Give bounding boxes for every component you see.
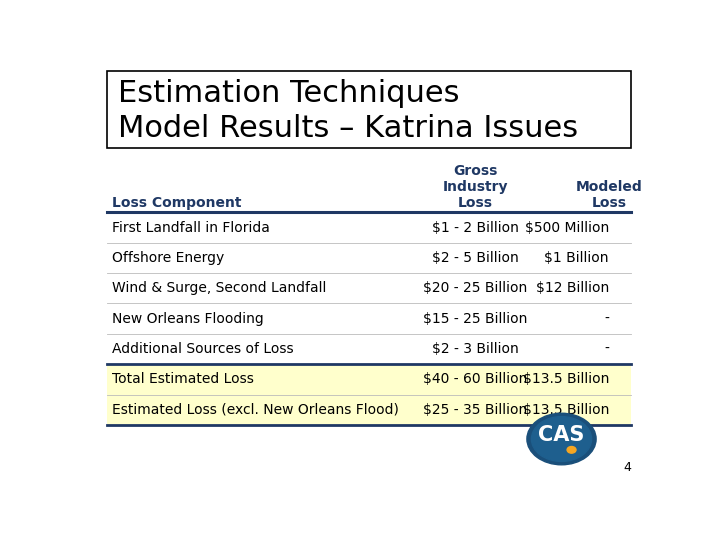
- Text: Offshore Energy: Offshore Energy: [112, 251, 225, 265]
- Text: $13.5 Billion: $13.5 Billion: [523, 373, 609, 386]
- Text: $40 - 60 Billion: $40 - 60 Billion: [423, 373, 527, 386]
- Text: $2 - 5 Billion: $2 - 5 Billion: [432, 251, 518, 265]
- Bar: [107, 395, 631, 425]
- Text: CAS: CAS: [539, 425, 585, 445]
- Text: Modeled
Loss: Modeled Loss: [575, 180, 642, 210]
- Text: First Landfall in Florida: First Landfall in Florida: [112, 220, 270, 234]
- Text: Additional Sources of Loss: Additional Sources of Loss: [112, 342, 294, 356]
- Circle shape: [567, 447, 576, 453]
- Text: -: -: [604, 342, 609, 356]
- Text: Total Estimated Loss: Total Estimated Loss: [112, 373, 254, 386]
- Text: -: -: [604, 312, 609, 326]
- Text: $15 - 25 Billion: $15 - 25 Billion: [423, 312, 527, 326]
- Text: Loss Component: Loss Component: [112, 197, 242, 210]
- Text: $2 - 3 Billion: $2 - 3 Billion: [432, 342, 518, 356]
- Text: $13.5 Billion: $13.5 Billion: [523, 403, 609, 417]
- Circle shape: [527, 413, 596, 465]
- Text: New Orleans Flooding: New Orleans Flooding: [112, 312, 264, 326]
- Text: Gross
Industry
Loss: Gross Industry Loss: [442, 164, 508, 210]
- Text: $25 - 35 Billion: $25 - 35 Billion: [423, 403, 527, 417]
- FancyBboxPatch shape: [107, 71, 631, 148]
- Text: $500 Million: $500 Million: [525, 220, 609, 234]
- Text: 4: 4: [624, 461, 631, 474]
- Text: Estimation Techniques
Model Results – Katrina Issues: Estimation Techniques Model Results – Ka…: [118, 79, 578, 143]
- Text: Estimated Loss (excl. New Orleans Flood): Estimated Loss (excl. New Orleans Flood): [112, 403, 399, 417]
- Circle shape: [531, 416, 592, 462]
- Bar: [107, 364, 631, 395]
- Text: $12 Billion: $12 Billion: [536, 281, 609, 295]
- Text: Wind & Surge, Second Landfall: Wind & Surge, Second Landfall: [112, 281, 327, 295]
- Text: $20 - 25 Billion: $20 - 25 Billion: [423, 281, 527, 295]
- Text: $1 Billion: $1 Billion: [544, 251, 609, 265]
- Text: $1 - 2 Billion: $1 - 2 Billion: [431, 220, 518, 234]
